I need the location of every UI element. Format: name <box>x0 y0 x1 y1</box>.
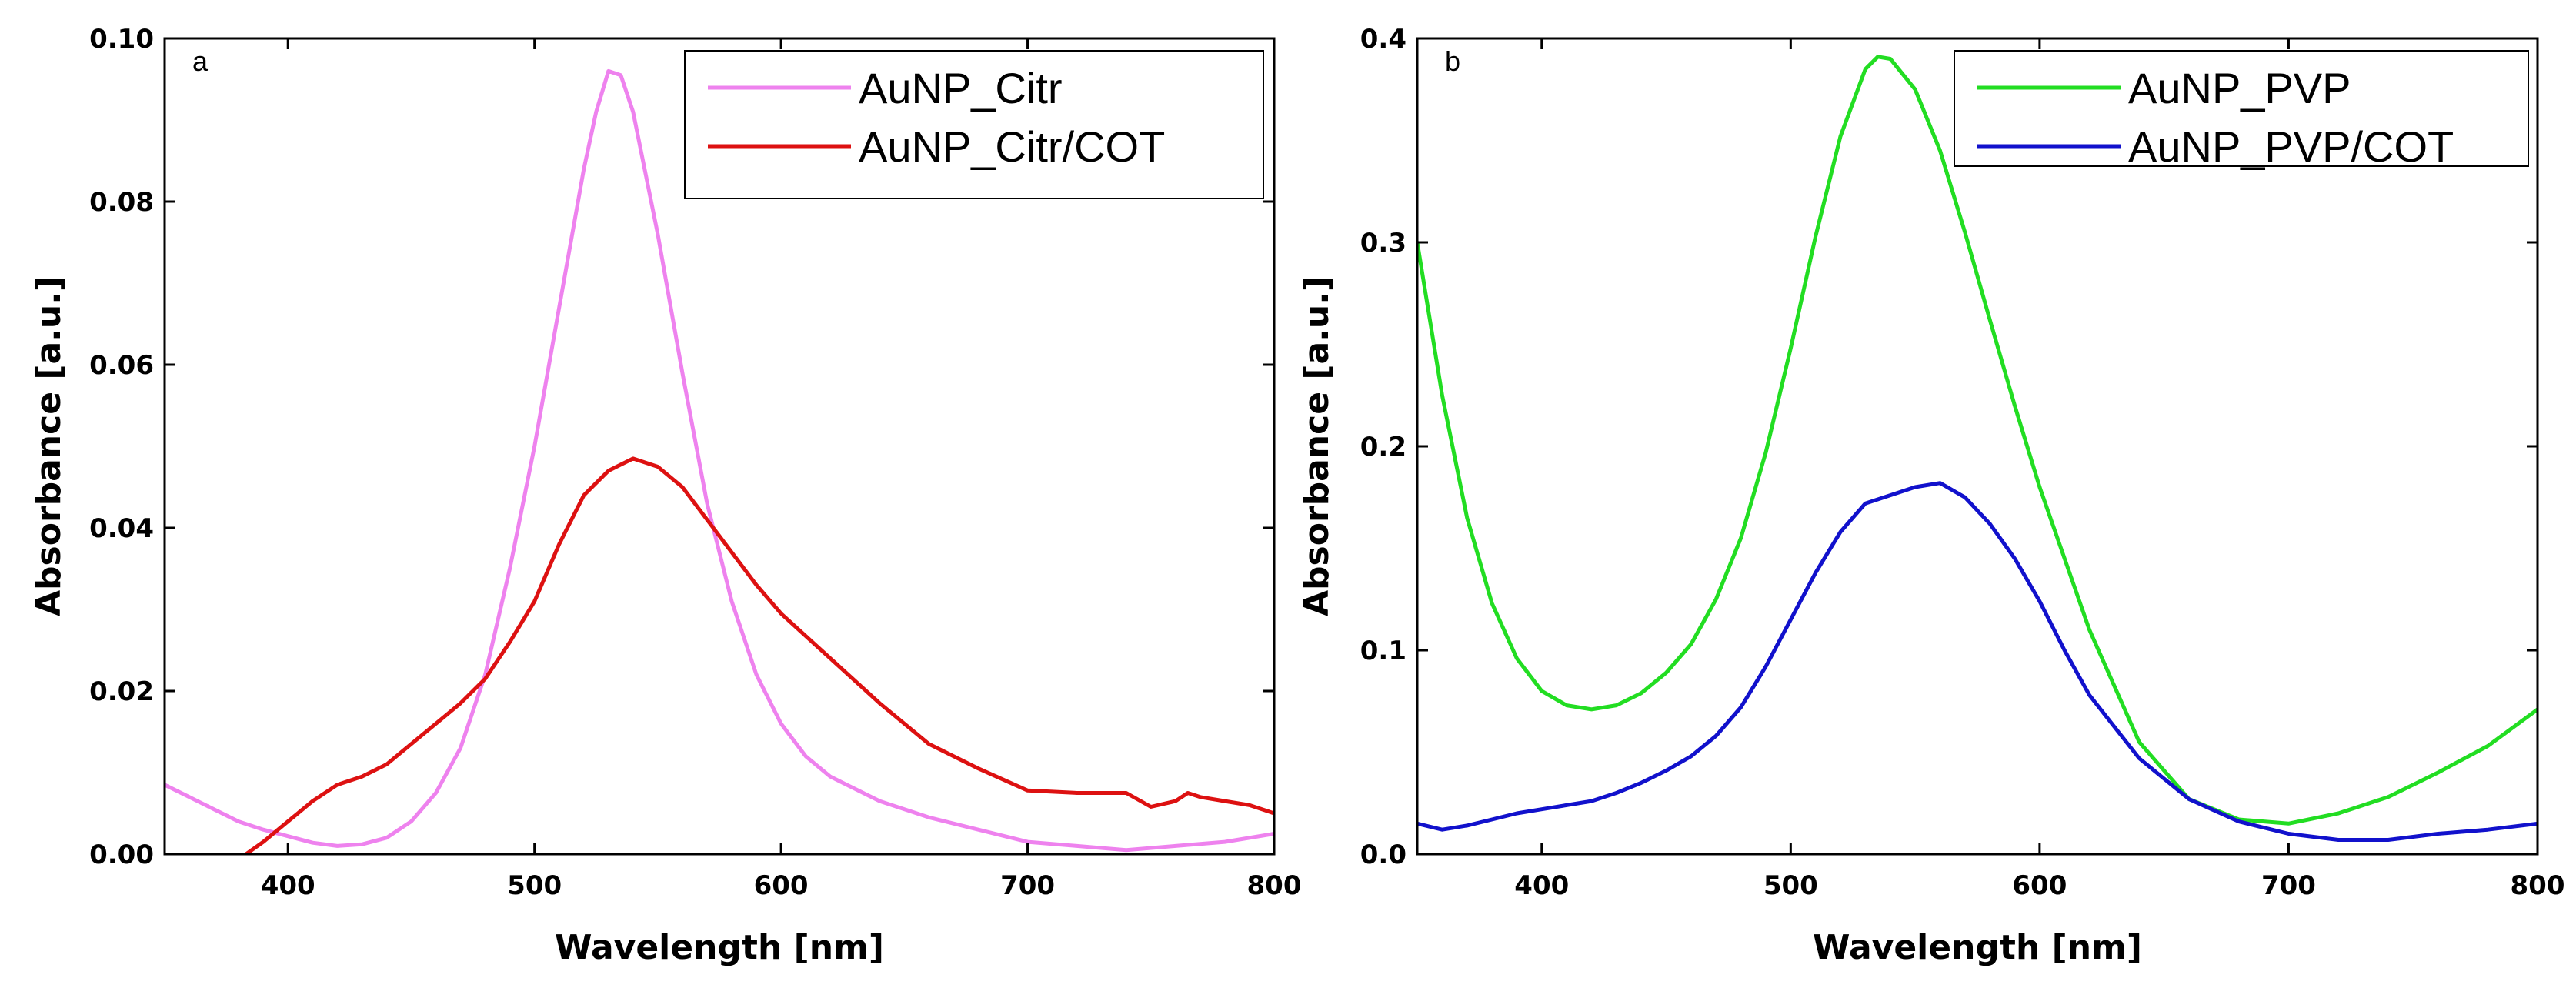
series-line-1 <box>1417 55 2538 826</box>
legend-entry: AuNP_PVP/COT <box>2128 122 2454 171</box>
y-tick-label: 0.02 <box>89 676 154 707</box>
series-group <box>165 68 1274 854</box>
y-tick-label: 0.4 <box>1360 24 1406 55</box>
series-group <box>1417 55 2538 842</box>
x-tick-label: 600 <box>2012 870 2067 901</box>
y-tick-label: 0.06 <box>89 350 154 381</box>
x-tick-label: 800 <box>2511 870 2565 901</box>
x-tick-label: 600 <box>754 870 809 901</box>
series-line-1 <box>165 68 1274 853</box>
x-tick-label: 500 <box>507 870 562 901</box>
x-tick-label: 700 <box>1000 870 1055 901</box>
y-tick-label: 0.08 <box>89 187 154 218</box>
panel-label: a <box>192 45 209 77</box>
x-tick-label: 700 <box>2261 870 2316 901</box>
chart-panel-a: 400 500 600 700 800 0.00 0.02 0.04 0.06 0.08 0.10 W… <box>29 24 1301 967</box>
y-tick-label: 0.3 <box>1360 228 1406 259</box>
y-axis-title: Absorbance [a.u.] <box>1297 276 1336 616</box>
chart-panel-b: 400 500 600 700 800 0.0 0.1 0.2 0.3 0.4 Wavelength… <box>1297 24 2564 967</box>
x-tick-label: 800 <box>1247 870 1302 901</box>
y-tick-label: 0.00 <box>89 839 154 870</box>
legend-entry: AuNP_Citr/COT <box>859 122 1165 171</box>
y-tick-label: 0.04 <box>89 513 154 544</box>
legend-box <box>684 50 1264 199</box>
x-tick-label: 400 <box>1514 870 1569 901</box>
y-tick-label: 0.10 <box>89 24 154 55</box>
series-line-2 <box>1417 481 2538 842</box>
x-tick-label: 400 <box>261 870 315 901</box>
plot-frame <box>163 37 1276 856</box>
y-axis-title: Absorbance [a.u.] <box>29 276 68 616</box>
y-tick-label: 0.0 <box>1360 839 1406 870</box>
x-axis-title: Wavelength [nm] <box>1813 928 2142 967</box>
series-line-2 <box>244 456 1274 854</box>
y-tick-label: 0.1 <box>1360 636 1406 666</box>
x-tick-label: 500 <box>1763 870 1818 901</box>
legend-entry: AuNP_PVP <box>2128 64 2351 112</box>
legend: AuNP_PVP AuNP_PVP/COT <box>1954 50 2529 171</box>
panel-label: b <box>1445 45 1460 77</box>
x-axis-title: Wavelength [nm] <box>555 928 884 967</box>
legend-entry: AuNP_Citr <box>859 64 1063 112</box>
y-tick-label: 0.2 <box>1360 432 1406 462</box>
legend: AuNP_Citr AuNP_Citr/COT <box>684 50 1264 199</box>
